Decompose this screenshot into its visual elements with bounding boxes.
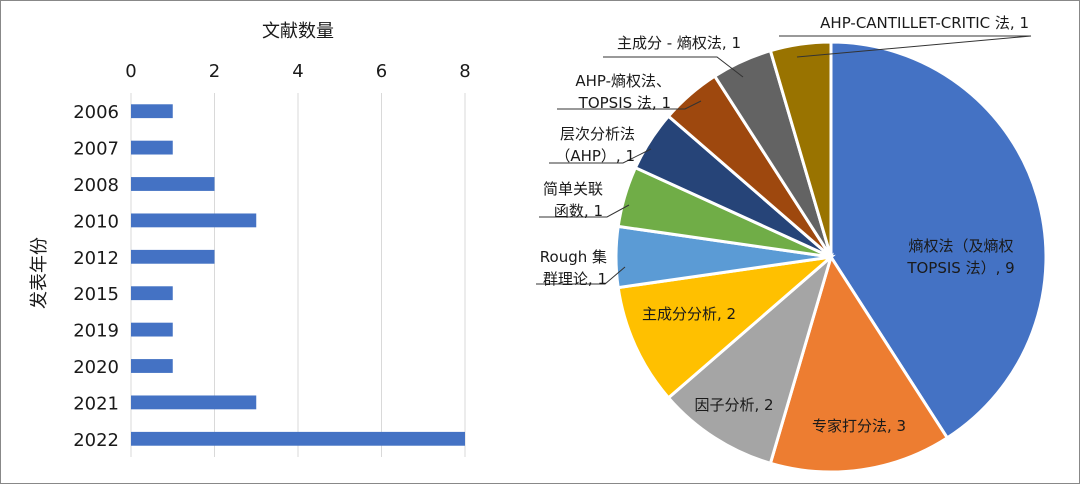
- bar-x-tick-label: 4: [292, 61, 303, 82]
- pie-leader-line: [539, 204, 630, 218]
- bar-category-label: 2007: [73, 139, 119, 160]
- pie-slice: [616, 254, 836, 400]
- bar-mark: [131, 286, 173, 301]
- pie-leader-line: [549, 148, 652, 164]
- bar-mark: [131, 104, 173, 119]
- pie-slice-label: Rough 集群理论, 1: [540, 248, 607, 288]
- pie-slice-label: 主成分 - 熵权法, 1: [617, 34, 741, 52]
- pie-slices: [614, 40, 1048, 474]
- bar-mark: [131, 177, 215, 191]
- pie-slice: [768, 40, 833, 258]
- bar-category-label: 2006: [73, 102, 119, 123]
- pie-slice: [768, 253, 950, 474]
- pie-slice: [666, 252, 834, 466]
- pie-slice-label: 层次分析法（AHP）, 1: [555, 125, 635, 165]
- bar-category-label: 2020: [73, 357, 119, 378]
- pie-slice-label: AHP-CANTILLET-CRITIC 法, 1: [820, 14, 1029, 32]
- bar-mark: [131, 249, 215, 264]
- pie-slice-label: 熵权法（及熵权 TOPSIS 法）, 9: [906, 237, 1014, 277]
- bar-mark: [131, 140, 173, 155]
- bar-x-tick-label: 2: [209, 61, 220, 82]
- pie-slice-label: 简单关联函数, 1: [543, 180, 603, 220]
- bar-x-axis-title: 文献数量: [262, 21, 334, 42]
- pie-slice-label: 主成分分析, 2: [642, 305, 736, 323]
- bar-x-tick-label: 6: [376, 61, 387, 82]
- bar-mark: [131, 395, 257, 410]
- bar-category-label: 2010: [73, 211, 119, 232]
- bar-x-tick-label: 0: [125, 61, 136, 82]
- bar-chart: 文献数量 发表年份 0 2 4 6 8 2006 2007 2008 2010 2012 2015…: [29, 21, 471, 457]
- bar-y-axis-title: 发表年份: [29, 237, 50, 309]
- bar-mark: [131, 431, 465, 446]
- pie-slice-label: 因子分析, 2: [694, 396, 773, 414]
- bar-mark: [131, 213, 257, 228]
- pie-leader-line: [557, 100, 702, 110]
- pie-chart: 熵权法（及熵权 TOPSIS 法）, 9 专家打分法, 3 因子分析, 2 主成分分析,…: [536, 14, 1048, 474]
- bar-mark: [131, 359, 173, 373]
- pie-leader-line: [536, 266, 626, 285]
- bar-x-tick-label: 8: [459, 61, 470, 82]
- bar-category-label: 2015: [73, 284, 119, 305]
- bar-category-label: 2022: [73, 430, 119, 451]
- pie-slice-label: AHP-熵权法、 TOPSIS 法, 1: [575, 72, 671, 112]
- bar-category-label: 2012: [73, 248, 119, 269]
- bar-series: [131, 104, 465, 446]
- bar-x-tick-labels: 0 2 4 6 8: [125, 61, 470, 82]
- pie-leader-line: [603, 56, 744, 78]
- pie-leader-lines: [536, 35, 1032, 285]
- pie-leader-line: [779, 35, 1032, 58]
- bar-category-label: 2019: [73, 321, 119, 342]
- bar-category-label: 2008: [73, 175, 119, 196]
- bar-category-label: 2021: [73, 393, 119, 414]
- bar-category-labels: 2006 2007 2008 2010 2012 2015 2019 2020 2021 2022: [73, 102, 119, 451]
- pie-slice-label: 专家打分法, 3: [812, 417, 906, 435]
- pie-slice-labels: 熵权法（及熵权 TOPSIS 法）, 9 专家打分法, 3 因子分析, 2 主成分分析,…: [540, 14, 1029, 435]
- bar-mark: [131, 322, 173, 337]
